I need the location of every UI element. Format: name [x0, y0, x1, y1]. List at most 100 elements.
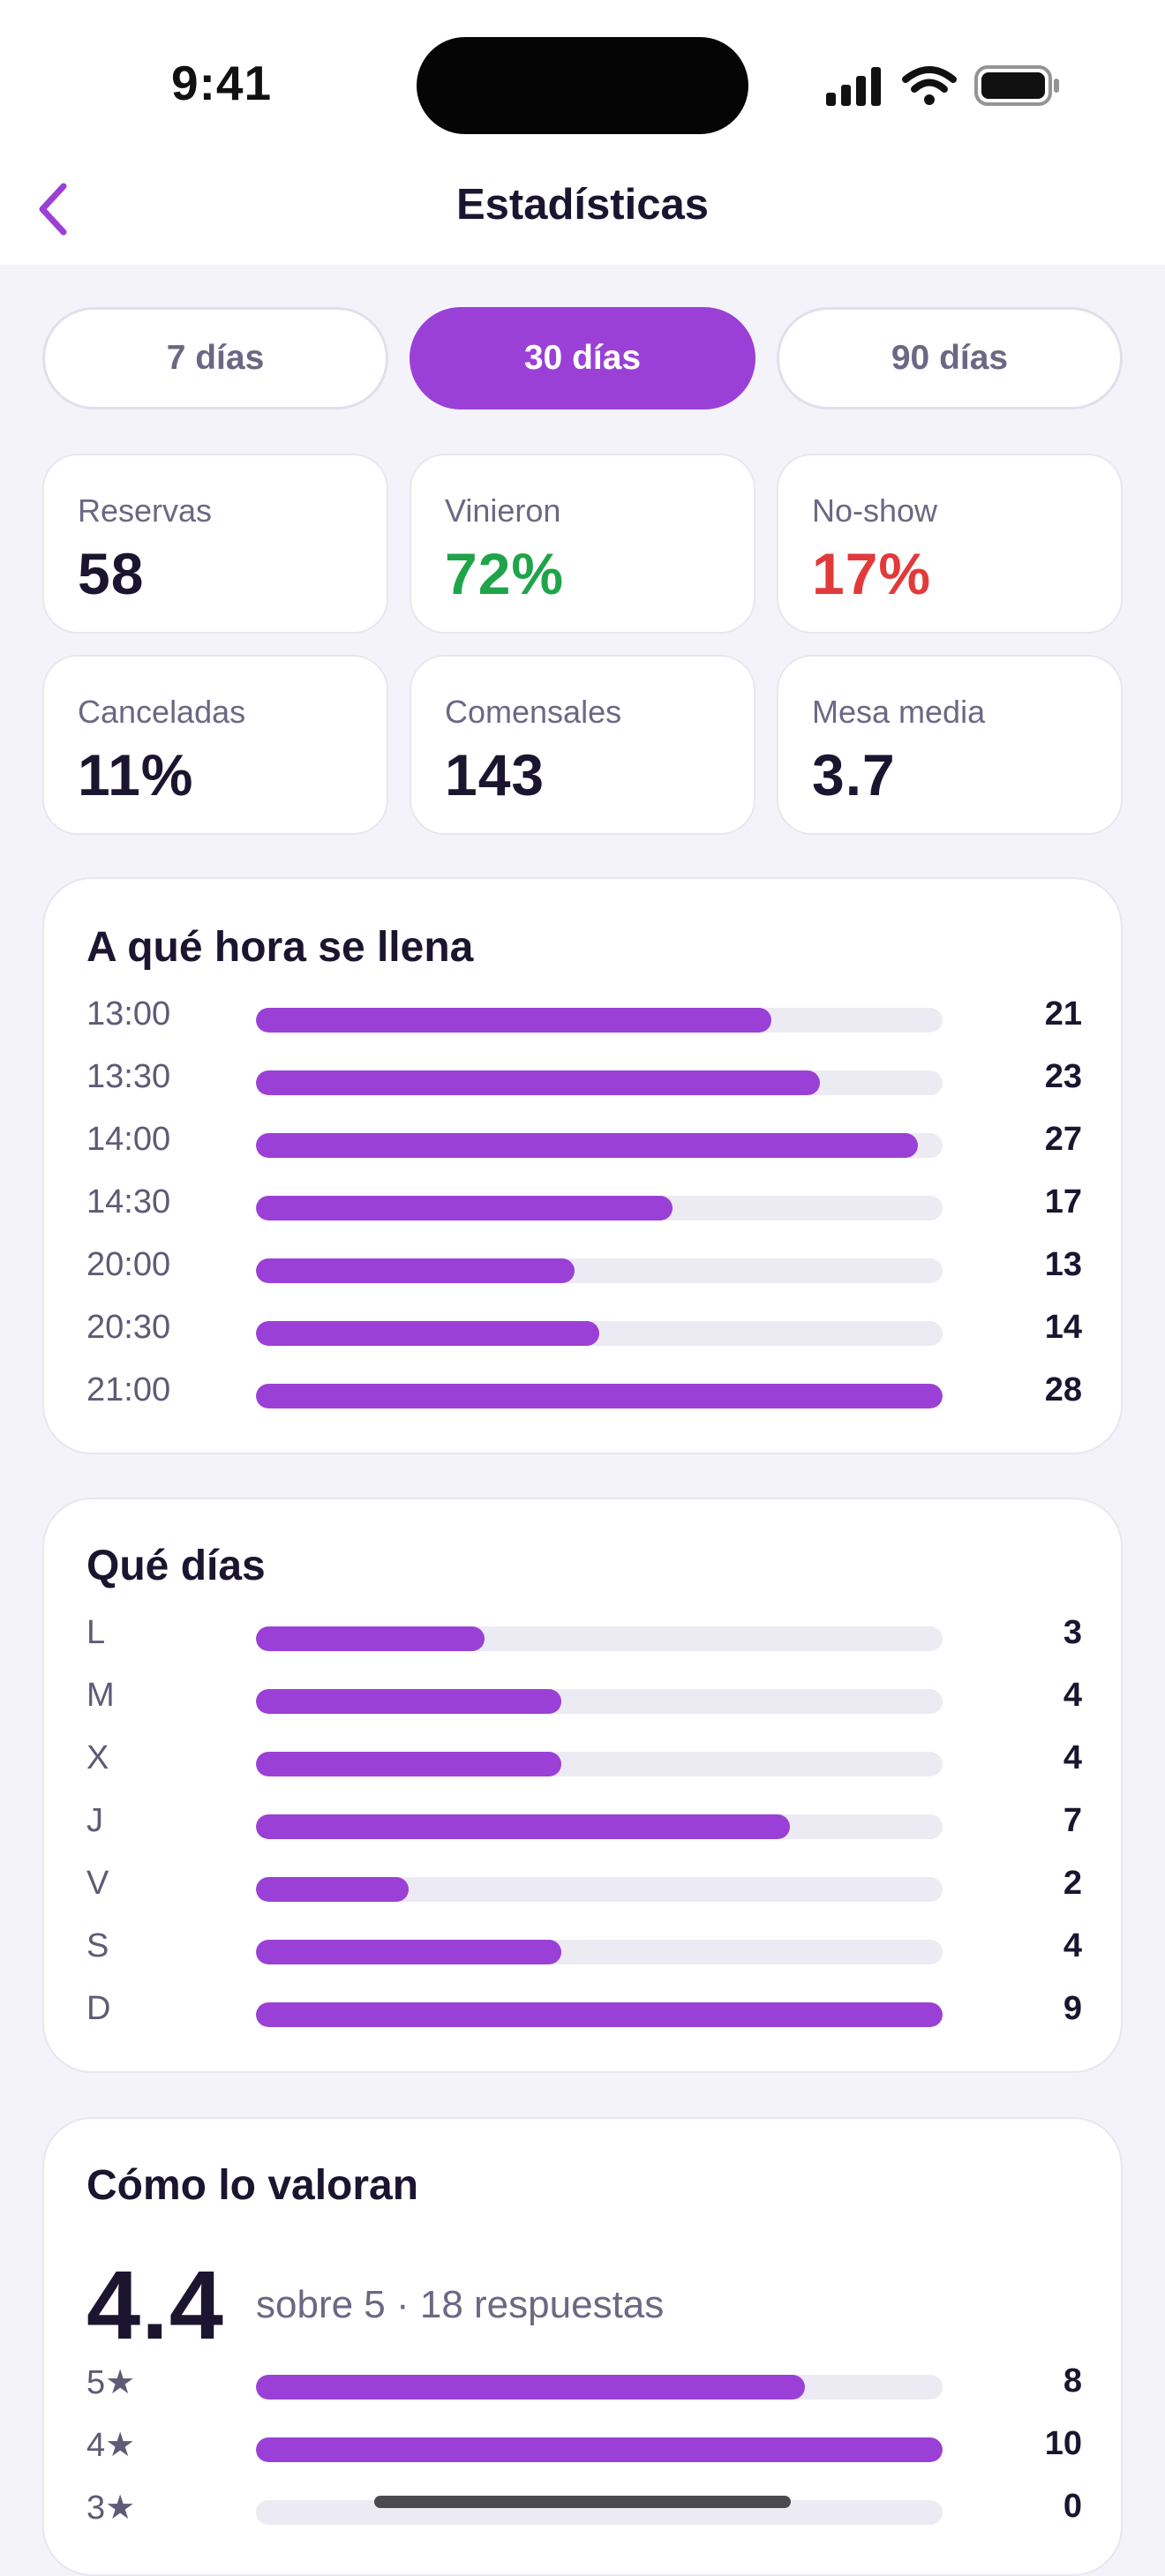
- bar-fill: [256, 1752, 561, 1776]
- bar-row: 13:30 23: [44, 1053, 1124, 1106]
- bar-value: 27: [1044, 1121, 1082, 1158]
- bar-row: 20:30 14: [44, 1303, 1124, 1356]
- kpi-card-canceladas: Canceladas 11%: [42, 655, 388, 835]
- bar-label: X: [86, 1739, 109, 1776]
- kpi-value: 143: [445, 742, 545, 807]
- hours-card: A qué hora se llena 13:00 21 13:30 23 14:00 2…: [42, 877, 1123, 1454]
- tab-label: 7 días: [166, 339, 265, 377]
- kpi-label: Comensales: [445, 694, 622, 730]
- bar-row: 20:00 13: [44, 1241, 1124, 1294]
- bar-value: 3: [1063, 1614, 1082, 1651]
- bar-track: [256, 1689, 943, 1714]
- bar-label: 4★: [86, 2427, 136, 2464]
- bar-label: 13:00: [86, 995, 171, 1033]
- bar-fill: [256, 1070, 821, 1095]
- bar-fill: [256, 2437, 943, 2462]
- bar-value: 10: [1044, 2425, 1082, 2462]
- card-title: Qué días: [86, 1543, 266, 1589]
- bar-value: 4: [1063, 1927, 1082, 1964]
- kpi-value: 72%: [445, 541, 565, 606]
- bar-label: J: [86, 1802, 103, 1839]
- bar-track: [256, 1070, 943, 1095]
- bar-row: 3★ 0: [44, 2482, 1124, 2535]
- bar-track: [256, 1258, 943, 1283]
- rating-score: 4.4: [86, 2251, 224, 2360]
- rating-summary: sobre 5 · 18 respuestas: [256, 2283, 665, 2326]
- bar-row: 14:00 27: [44, 1115, 1124, 1168]
- bar-label: 20:30: [86, 1309, 171, 1346]
- bar-label: 14:30: [86, 1183, 171, 1220]
- card-title: A qué hora se llena: [86, 924, 474, 971]
- back-button[interactable]: [26, 169, 79, 249]
- tab-7-dias[interactable]: 7 días: [42, 307, 388, 409]
- kpi-label: Reservas: [78, 492, 213, 529]
- status-time: 9:41: [171, 56, 273, 110]
- kpi-card-mesa-media: Mesa media 3.7: [777, 655, 1123, 835]
- dynamic-island: [417, 37, 748, 134]
- kpi-label: Mesa media: [812, 694, 986, 730]
- bar-fill: [256, 1196, 673, 1220]
- bar-track: [256, 1008, 943, 1033]
- bar-fill: [256, 1384, 943, 1408]
- bar-value: 21: [1044, 995, 1082, 1033]
- bar-track: [256, 1752, 943, 1776]
- bar-track: [256, 1626, 943, 1651]
- bar-row: 14:30 17: [44, 1178, 1124, 1231]
- bar-fill: [256, 2002, 943, 2027]
- bar-value: 14: [1044, 1309, 1082, 1346]
- bar-label: 21:00: [86, 1371, 171, 1408]
- bar-fill: [256, 1258, 575, 1283]
- card-title: Cómo lo valoran: [86, 2162, 419, 2209]
- bar-fill: [256, 1008, 771, 1033]
- page-title: Estadísticas: [456, 181, 709, 229]
- tab-90-dias[interactable]: 90 días: [777, 307, 1123, 409]
- kpi-label: Canceladas: [78, 694, 246, 730]
- bar-track: [256, 2437, 943, 2462]
- bar-fill: [256, 1321, 599, 1346]
- bar-label: M: [86, 1677, 115, 1714]
- bar-value: 17: [1044, 1183, 1082, 1220]
- bar-row: 4★ 10: [44, 2420, 1124, 2473]
- bar-track: [256, 2375, 943, 2400]
- bar-value: 23: [1044, 1058, 1082, 1095]
- wifi-icon: [902, 66, 957, 105]
- bar-fill: [256, 1877, 409, 1902]
- bar-label: S: [86, 1927, 109, 1964]
- bar-row: 13:00 21: [44, 990, 1124, 1043]
- bar-track: [256, 1384, 943, 1408]
- kpi-value: 58: [78, 541, 145, 606]
- bar-fill: [256, 1689, 561, 1714]
- kpi-value: 11%: [78, 742, 194, 807]
- bar-value: 4: [1063, 1677, 1082, 1714]
- kpi-card-comensales: Comensales 143: [410, 655, 755, 835]
- bar-value: 9: [1063, 1990, 1082, 2027]
- kpi-card-vinieron: Vinieron 72%: [410, 454, 755, 634]
- tab-30-dias[interactable]: 30 días: [410, 307, 755, 409]
- bar-track: [256, 1940, 943, 1964]
- bar-value: 8: [1063, 2362, 1082, 2400]
- bar-fill: [256, 1940, 561, 1964]
- kpi-label: Vinieron: [445, 492, 561, 529]
- bar-track: [256, 1321, 943, 1346]
- bar-value: 13: [1044, 1246, 1082, 1283]
- bar-label: L: [86, 1614, 106, 1651]
- tab-label: 30 días: [523, 339, 642, 377]
- bar-value: 4: [1063, 1739, 1082, 1776]
- bar-row: 21:00 28: [44, 1366, 1124, 1419]
- bar-label: 20:00: [86, 1246, 171, 1283]
- kpi-card-reservas: Reservas 58: [42, 454, 388, 634]
- bar-track: [256, 1133, 943, 1158]
- bar-track: [256, 1877, 943, 1902]
- bar-track: [256, 1814, 943, 1839]
- tab-label: 90 días: [891, 339, 1009, 377]
- bar-label: D: [86, 1990, 111, 2027]
- cellular-signal-icon: [826, 67, 881, 106]
